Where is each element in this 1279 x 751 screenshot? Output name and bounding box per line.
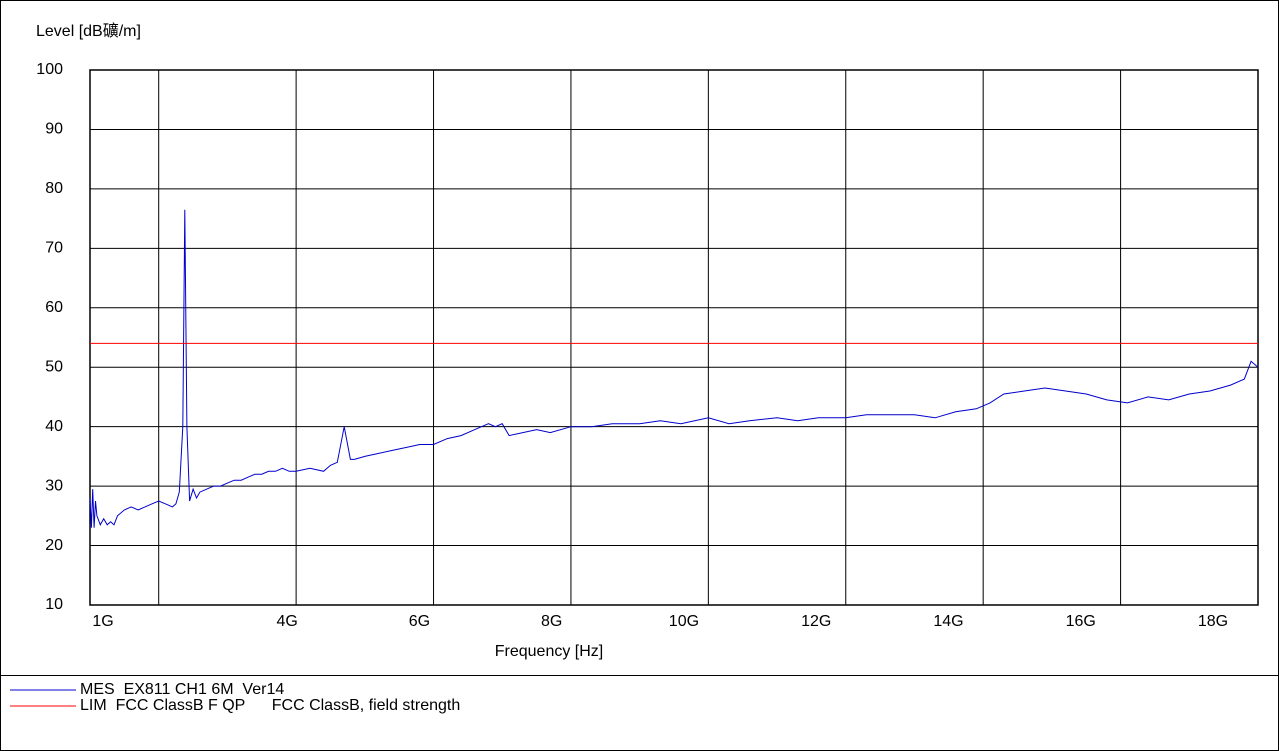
x-tick-label: 18G [1198,613,1228,630]
plot-frame [89,69,1259,606]
x-tick-label: 4G [276,613,297,630]
x-tick-label: 14G [933,613,963,630]
y-axis-title: Level [dB礦/m] [36,22,141,40]
x-tick-label: 1G [92,613,113,630]
y-tick-label: 90 [45,121,63,138]
x-tick-label: 16G [1066,613,1096,630]
y-tick-label: 80 [45,180,63,197]
series-line [89,209,1259,528]
x-tick-label: 8G [541,613,562,630]
x-axis-title: Frequency [Hz] [495,643,603,660]
y-tick-label: 30 [45,477,63,494]
y-tick-label: 20 [45,537,63,554]
y-tick-label: 50 [45,358,63,375]
legend-label: LIM FCC ClassB F QP FCC ClassB, field st… [80,697,460,714]
x-tick-label: 12G [801,613,831,630]
y-tick-label: 40 [45,418,63,435]
y-tick-label: 60 [45,299,63,316]
y-tick-label: 70 [45,240,63,257]
x-tick-label: 6G [409,613,430,630]
y-tick-label: 100 [36,61,63,78]
y-tick-label: 10 [45,596,63,613]
legend-label: MES EX811 CH1 6M Ver14 [80,681,284,698]
x-tick-label: 10G [669,613,699,630]
